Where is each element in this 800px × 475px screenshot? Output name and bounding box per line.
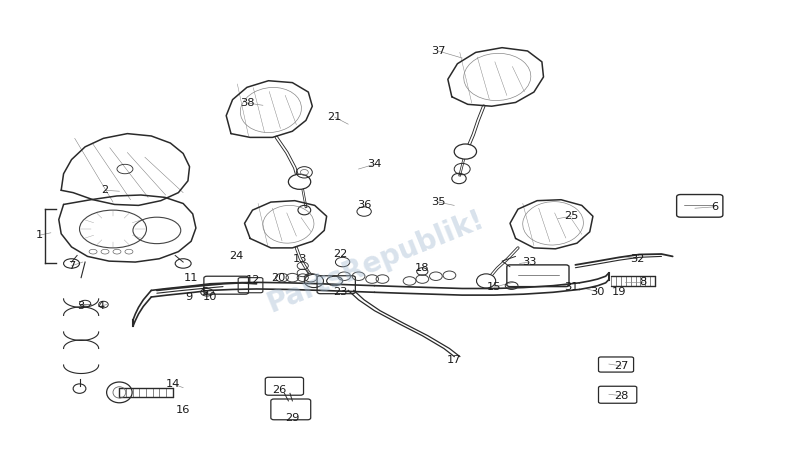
Text: 21: 21 bbox=[327, 112, 342, 122]
Ellipse shape bbox=[288, 174, 310, 190]
Text: PartsRepublik!: PartsRepublik! bbox=[263, 205, 489, 317]
Text: 9: 9 bbox=[185, 292, 192, 302]
Text: 7: 7 bbox=[68, 261, 75, 271]
Text: 10: 10 bbox=[203, 292, 218, 302]
Text: 4: 4 bbox=[98, 301, 105, 311]
Text: 5: 5 bbox=[201, 287, 208, 297]
Text: 25: 25 bbox=[564, 211, 578, 221]
Text: 33: 33 bbox=[522, 257, 536, 267]
Text: 3: 3 bbox=[78, 301, 85, 311]
Text: 1: 1 bbox=[36, 230, 43, 240]
Text: 30: 30 bbox=[590, 287, 605, 297]
Text: 38: 38 bbox=[240, 98, 254, 108]
Text: 12: 12 bbox=[246, 275, 260, 285]
Text: 35: 35 bbox=[431, 197, 446, 207]
Ellipse shape bbox=[477, 274, 496, 288]
Text: 22: 22 bbox=[333, 249, 347, 259]
Text: 20: 20 bbox=[272, 273, 286, 283]
Text: 17: 17 bbox=[447, 355, 462, 365]
Text: 27: 27 bbox=[614, 361, 629, 371]
Text: 8: 8 bbox=[639, 277, 646, 287]
Text: 2: 2 bbox=[102, 185, 109, 195]
Text: 36: 36 bbox=[357, 200, 371, 210]
Text: 29: 29 bbox=[285, 413, 299, 423]
Text: 13: 13 bbox=[293, 254, 307, 264]
Text: 11: 11 bbox=[184, 273, 198, 283]
Text: 23: 23 bbox=[333, 287, 347, 297]
Ellipse shape bbox=[304, 275, 323, 287]
Text: 34: 34 bbox=[367, 159, 382, 169]
Text: 6: 6 bbox=[711, 202, 718, 212]
Text: 18: 18 bbox=[415, 263, 430, 273]
Text: 28: 28 bbox=[614, 391, 629, 401]
Text: 19: 19 bbox=[612, 287, 626, 297]
Ellipse shape bbox=[454, 144, 477, 159]
Text: 15: 15 bbox=[487, 282, 502, 292]
Text: 16: 16 bbox=[176, 405, 190, 415]
Text: 26: 26 bbox=[272, 385, 286, 395]
Text: 37: 37 bbox=[431, 46, 446, 56]
Text: 31: 31 bbox=[564, 282, 578, 292]
Text: 14: 14 bbox=[166, 379, 180, 389]
Text: 32: 32 bbox=[630, 254, 645, 264]
Text: 24: 24 bbox=[230, 251, 244, 261]
